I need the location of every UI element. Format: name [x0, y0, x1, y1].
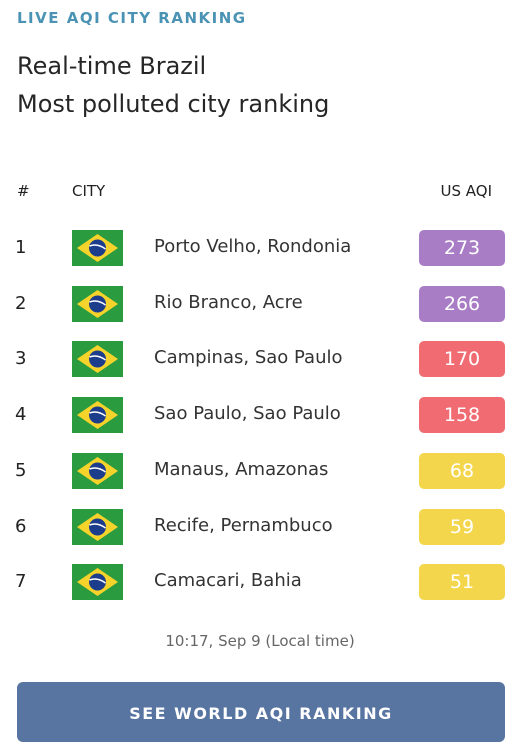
rank: 6: [15, 515, 27, 537]
rank: 4: [15, 404, 27, 426]
flag-globe: [89, 462, 106, 480]
flag-band: [89, 355, 106, 362]
flag: [72, 230, 123, 266]
flag-band: [89, 411, 106, 417]
flag-globe: [89, 295, 106, 313]
flag-band: [89, 578, 106, 584]
eyebrow: LIVE AQI CITY RANKING: [17, 9, 247, 27]
rank: 7: [15, 571, 27, 593]
aqi-badge: 170: [419, 341, 505, 378]
column-header: CITY: [72, 182, 106, 200]
flag-icon: [72, 230, 123, 266]
city-name: Campinas, Sao Paulo: [154, 347, 343, 369]
flag-icon: [72, 564, 123, 601]
flag: [72, 397, 123, 434]
flag: [72, 564, 123, 601]
column-header: US AQI: [440, 182, 493, 200]
aqi-badge: 266: [419, 285, 505, 322]
timestamp: 10:17, Sep 9 (Local time): [165, 632, 355, 650]
flag-icon: [72, 508, 123, 545]
flag-globe: [89, 406, 106, 424]
city-name: Recife, Pernambuco: [154, 514, 333, 536]
aqi-badge: 51: [419, 564, 505, 601]
title-line: Real-time Brazil: [17, 52, 207, 80]
flag: [72, 508, 123, 545]
flag-icon: [72, 341, 123, 378]
flag-band: [89, 467, 106, 473]
rank: 3: [15, 348, 27, 370]
aqi-badge: 273: [419, 230, 505, 266]
page: LIVE AQI CITY RANKING Real-time Brazil M…: [15, 9, 505, 742]
rank: 1: [15, 237, 27, 258]
aqi-badge: 158: [419, 397, 505, 434]
flag-globe: [89, 239, 106, 257]
city-name: Sao Paulo, Sao Paulo: [154, 403, 341, 425]
flag-icon: [72, 397, 123, 434]
flag: [72, 452, 123, 489]
flag-band: [89, 522, 106, 529]
city-name: Porto Velho, Rondonia: [154, 236, 352, 257]
world-ranking-button[interactable]: SEE WORLD AQI RANKING: [17, 682, 505, 742]
flag-icon: [72, 285, 123, 322]
flag-globe: [89, 350, 106, 368]
flag-band: [89, 299, 106, 306]
flag-band: [89, 244, 106, 250]
title-line: Most polluted city ranking: [17, 90, 330, 118]
city-name: Rio Branco, Acre: [154, 291, 303, 313]
aqi-badge: 59: [419, 508, 505, 545]
flag: [72, 285, 123, 322]
city-name: Manaus, Amazonas: [154, 458, 329, 480]
rank: 2: [15, 292, 27, 314]
city-name: Camacari, Bahia: [154, 570, 302, 592]
flag-globe: [89, 573, 106, 591]
flag: [72, 341, 123, 378]
column-header: #: [17, 182, 30, 200]
aqi-badge: 68: [419, 452, 505, 489]
rank: 5: [15, 459, 27, 481]
flag-icon: [72, 452, 123, 489]
flag-globe: [89, 518, 106, 535]
